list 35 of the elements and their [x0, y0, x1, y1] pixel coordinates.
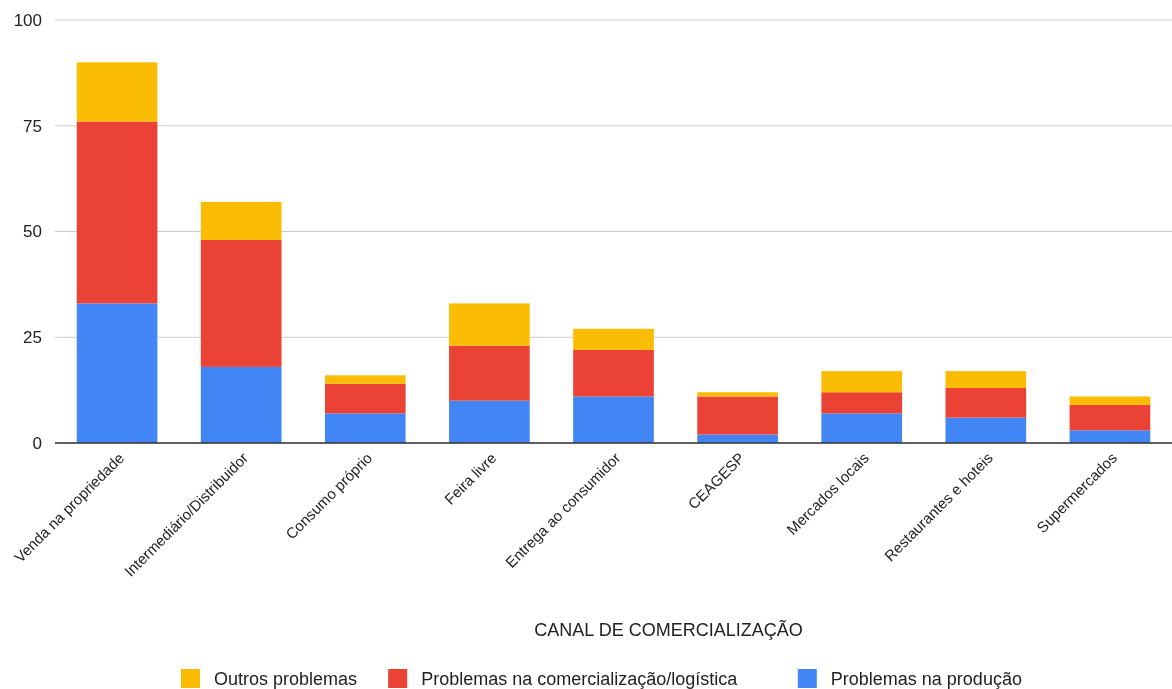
bar	[573, 328, 654, 350]
legend-label: Problemas na comercialização/logística	[421, 669, 739, 689]
y-tick-label: 75	[23, 116, 42, 136]
bar	[324, 413, 406, 443]
bar	[76, 303, 158, 443]
bar	[200, 201, 282, 240]
legend-label: Problemas na produção	[830, 669, 1022, 689]
bar	[821, 392, 903, 414]
bar	[1069, 396, 1151, 405]
y-tick-label: 100	[13, 10, 42, 30]
bar	[573, 349, 654, 397]
bar	[324, 383, 406, 414]
legend-label: Outros problemas	[214, 669, 358, 689]
bar	[76, 62, 158, 122]
x-axis-title: CANAL DE COMERCIALIZAÇÃO	[534, 619, 803, 640]
bar	[1069, 430, 1151, 443]
bar	[573, 396, 654, 443]
bar	[1069, 404, 1151, 431]
bar	[449, 303, 530, 346]
bar	[449, 400, 530, 443]
bar	[200, 366, 282, 443]
y-tick-label: 0	[32, 433, 42, 453]
y-tick-label: 25	[23, 328, 42, 348]
bar	[821, 371, 903, 393]
bar	[697, 392, 778, 397]
bar	[945, 417, 1027, 443]
bar	[324, 375, 406, 384]
y-tick-label: 50	[23, 222, 42, 242]
bar	[697, 396, 778, 435]
bar	[945, 371, 1027, 389]
bar	[945, 388, 1027, 418]
bar	[76, 121, 158, 304]
bar	[449, 345, 530, 401]
bar	[821, 413, 903, 443]
bar	[200, 239, 282, 367]
